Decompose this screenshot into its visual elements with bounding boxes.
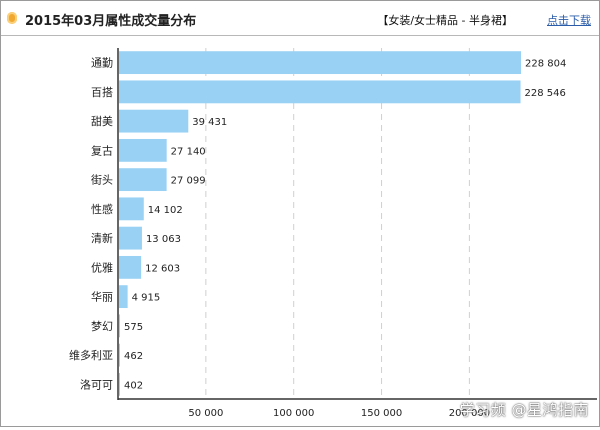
- panel-header: 2015年03月属性成交量分布 【女装/女士精品 - 半身裙】 点击下载: [1, 1, 599, 36]
- data-label: 228 546: [525, 88, 566, 99]
- category-label: 百搭: [91, 86, 113, 99]
- data-label: 27 140: [171, 146, 206, 157]
- bar: [119, 255, 142, 279]
- category-label: 街头: [91, 173, 113, 187]
- x-tick-label: 200 000: [449, 408, 490, 419]
- category-label: 性感: [91, 202, 113, 216]
- x-tick-label: 150 000: [361, 408, 402, 419]
- bar: [119, 138, 167, 162]
- bar: [119, 51, 521, 75]
- watermark: 学习频 @星鸿指南: [459, 401, 589, 419]
- data-label: 14 102: [148, 205, 183, 216]
- category-label: 维多利亚: [69, 348, 113, 362]
- chart-area: 50 000 100 000 150 000 200 000 通勤 228 804 百搭 22…: [1, 36, 599, 426]
- data-label: 13 063: [146, 234, 181, 245]
- bar: [119, 226, 142, 250]
- category-label: 甜美: [91, 115, 113, 128]
- bullet-icon: [7, 12, 17, 24]
- chart-title: 2015年03月属性成交量分布: [25, 14, 197, 29]
- data-label: 12 603: [145, 263, 180, 274]
- data-label: 228 804: [525, 59, 566, 70]
- x-tick-label: 100 000: [273, 408, 314, 419]
- data-label: 4 915: [132, 293, 161, 304]
- category-label: 华丽: [91, 290, 113, 304]
- bar: [119, 372, 120, 396]
- category-label: 梦幻: [91, 320, 113, 333]
- bar: [119, 168, 167, 192]
- bar: [119, 285, 128, 309]
- bar-chart: 50 000 100 000 150 000 200 000 通勤 228 804 百搭 22…: [69, 48, 597, 419]
- data-label: 27 099: [171, 176, 206, 187]
- category-label: 复古: [91, 143, 113, 157]
- bar: [119, 80, 521, 104]
- category-label: 清新: [91, 231, 113, 245]
- bar: [119, 343, 120, 367]
- data-label: 39 431: [192, 117, 227, 128]
- category-label: 优雅: [91, 260, 113, 274]
- data-label: 462: [124, 351, 143, 362]
- data-label: 402: [124, 380, 143, 391]
- bar: [119, 197, 144, 221]
- bar: [119, 109, 189, 133]
- download-link[interactable]: 点击下载: [547, 14, 591, 27]
- category-subtitle: 【女装/女士精品 - 半身裙】: [377, 14, 513, 27]
- data-label: 575: [124, 322, 143, 333]
- x-tick-label: 50 000: [188, 408, 223, 419]
- bar: [119, 314, 121, 338]
- category-label: 洛可可: [80, 377, 113, 391]
- category-label: 通勤: [91, 57, 113, 70]
